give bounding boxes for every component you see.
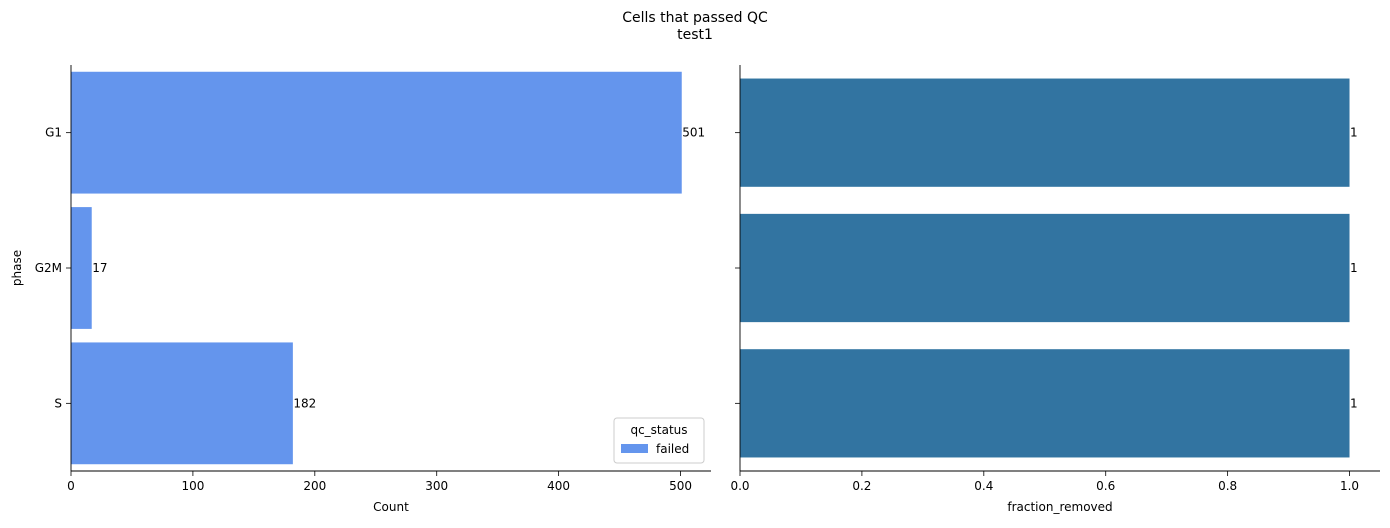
figure-subtitle: test1 [677,27,713,43]
x-tick-label: 0.8 [1218,479,1237,493]
data-label-g2m: 17 [92,261,107,275]
legend-entry-failed: failed [656,442,689,456]
y-tick-label-g2m: G2M [35,261,62,275]
x-tick-label: 0.0 [730,479,749,493]
x-tick-label: 1.0 [1340,479,1359,493]
data-label-g2m: 1 [1350,261,1358,275]
x-tick-label: 300 [425,479,448,493]
data-label-s: 1 [1350,396,1358,410]
count-by-phase-panel: G1 501 G2M 17 S 182 0 100 200 300 400 500 Count phase… [10,65,711,514]
data-label-g1: 501 [682,126,705,140]
bar-g2m [71,207,92,329]
x-tick-label: 0.6 [1096,479,1115,493]
x-axis-label: fraction_removed [1007,500,1112,514]
x-tick-label: 400 [547,479,570,493]
bar-g2m [740,213,1350,323]
x-axis-label: Count [373,500,409,514]
legend-title: qc_status [630,423,687,437]
x-tick-label: 0.2 [852,479,871,493]
legend-swatch-failed [621,444,648,453]
bar-g1 [71,71,682,194]
bar-g1 [740,78,1350,187]
y-tick-label-s: S [54,396,62,410]
data-label-s: 182 [293,396,316,410]
x-tick-label: 500 [669,479,692,493]
x-tick-label: 0.4 [974,479,993,493]
fraction-removed-panel: 1 1 1 0.0 0.2 0.4 0.6 0.8 1.0 fraction_removed [730,65,1380,514]
x-tick-label: 0 [67,479,75,493]
y-tick-label-g1: G1 [45,126,62,140]
x-tick-label: 200 [303,479,326,493]
x-tick-label: 100 [181,479,204,493]
bar-s [71,342,293,465]
y-axis-label: phase [10,250,24,286]
data-label-g1: 1 [1350,126,1358,140]
bar-s [740,349,1350,458]
figure-title: Cells that passed QC [622,10,768,26]
